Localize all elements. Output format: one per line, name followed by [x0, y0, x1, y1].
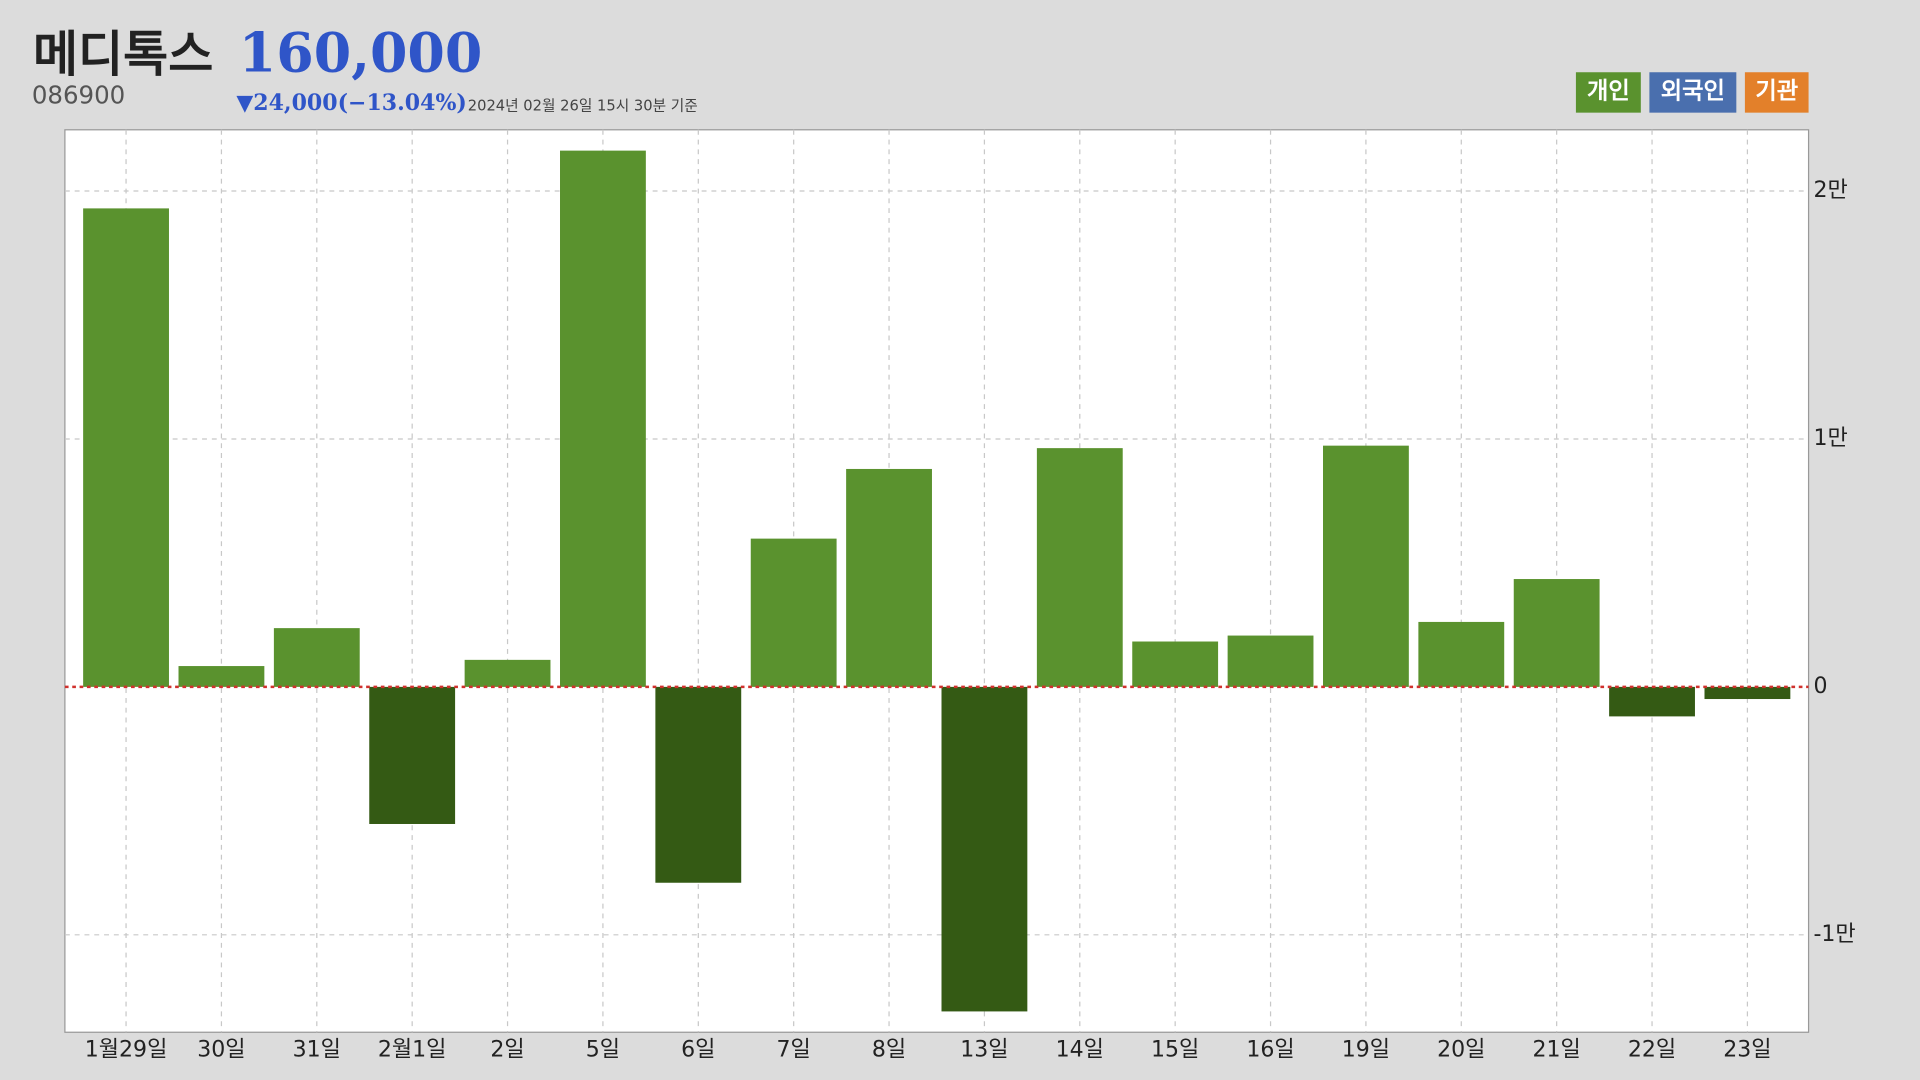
tab-button[interactable] [1575, 72, 1641, 113]
timestamp: 2024년 02월 26일 15시 30분 기준 [468, 98, 698, 115]
x-tick-label: 2일 [490, 1038, 524, 1063]
tab-button[interactable] [1649, 72, 1737, 113]
bar [273, 628, 360, 687]
bar [655, 686, 742, 883]
bar [1704, 686, 1791, 700]
y-tick-label: 0 [1813, 674, 1827, 699]
bar [83, 208, 169, 687]
y-tick-label: 2만 [1813, 178, 1847, 203]
stock-name: 메디톡스 [33, 26, 213, 83]
x-tick-label: 1월29일 [85, 1038, 168, 1063]
tab-label[interactable]: 외국인 [1661, 77, 1725, 104]
x-tick-label: 31일 [293, 1038, 341, 1063]
bar [1513, 579, 1600, 687]
x-tick-label: 16일 [1246, 1038, 1294, 1063]
bar [1323, 445, 1409, 687]
bar [1609, 686, 1695, 717]
x-tick-label: 13일 [960, 1038, 1008, 1063]
x-tick-label: 19일 [1342, 1038, 1390, 1063]
tab-label[interactable]: 기관 [1755, 77, 1798, 104]
price: 160,000 [239, 21, 483, 85]
y-tick-label: -1만 [1813, 922, 1855, 947]
y-tick-label: 1만 [1813, 426, 1847, 451]
x-tick-label: 20일 [1437, 1038, 1485, 1063]
bar [750, 538, 837, 687]
x-tick-label: 8일 [872, 1038, 906, 1063]
tab-label[interactable]: 개인 [1587, 77, 1630, 104]
bar [1227, 635, 1314, 687]
bar [1418, 621, 1505, 687]
x-tick-label: 7일 [777, 1038, 811, 1063]
x-tick-label: 14일 [1056, 1038, 1104, 1063]
x-tick-label: 21일 [1533, 1038, 1581, 1063]
bar [1132, 641, 1219, 687]
x-tick-label: 30일 [197, 1038, 245, 1063]
tab-button[interactable] [1744, 72, 1809, 113]
bar [1036, 448, 1123, 687]
x-tick-label: 15일 [1151, 1038, 1199, 1063]
bar [560, 150, 646, 687]
bar [464, 659, 551, 687]
x-tick-label: 6일 [681, 1038, 715, 1063]
x-tick-label: 5일 [586, 1038, 620, 1063]
x-tick-label: 2월1일 [378, 1038, 447, 1063]
bar [941, 686, 1028, 1012]
x-tick-label: 23일 [1723, 1038, 1771, 1063]
price-change: ▼24,000(−13.04%) [236, 90, 467, 116]
bar [178, 666, 265, 687]
bar [846, 468, 932, 687]
bar [369, 686, 456, 824]
stock-code: 086900 [32, 81, 125, 110]
x-tick-label: 22일 [1628, 1038, 1676, 1063]
